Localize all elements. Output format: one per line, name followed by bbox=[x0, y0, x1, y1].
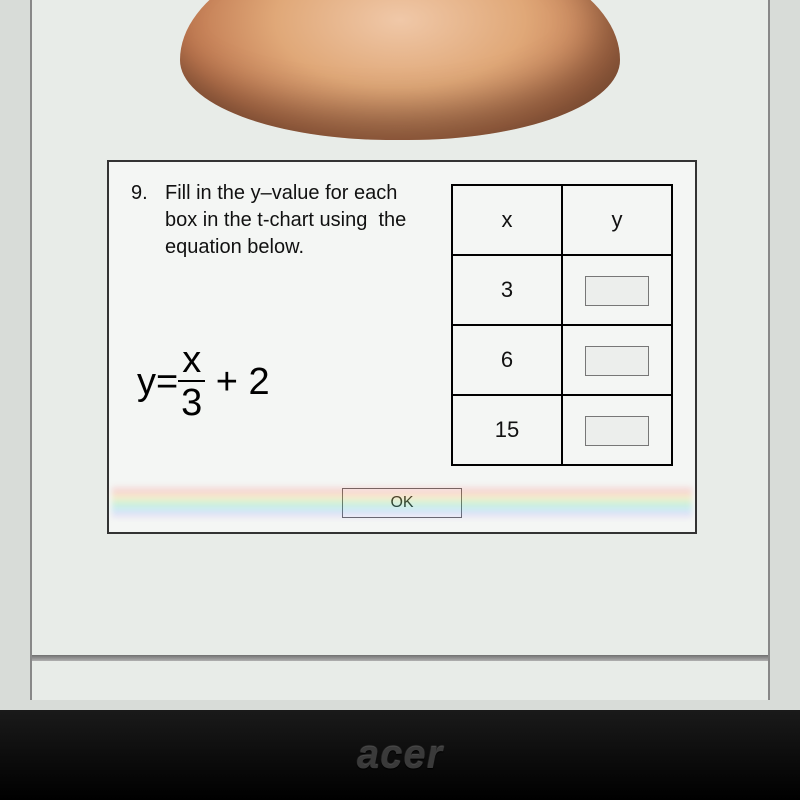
cell-x: 6 bbox=[452, 325, 562, 395]
table-row: 6 bbox=[452, 325, 672, 395]
equation-lhs: y= bbox=[137, 361, 178, 403]
equation: y=x3 + 2 bbox=[137, 341, 431, 422]
fraction-denominator: 3 bbox=[178, 382, 205, 422]
table-row: 3 bbox=[452, 255, 672, 325]
question-header: 9. Fill in the y–value for each box in t… bbox=[131, 180, 431, 261]
header-x: x bbox=[452, 185, 562, 255]
dialog-content: 9. Fill in the y–value for each box in t… bbox=[131, 180, 673, 466]
t-chart-table: x y 3 6 15 bbox=[451, 184, 673, 466]
cell-x: 3 bbox=[452, 255, 562, 325]
brand-logo: acer bbox=[357, 733, 443, 778]
cell-y bbox=[562, 255, 672, 325]
laptop-bezel: acer bbox=[0, 710, 800, 800]
equation-rhs: + 2 bbox=[205, 361, 269, 403]
question-left-column: 9. Fill in the y–value for each box in t… bbox=[131, 180, 431, 422]
y-input-2[interactable] bbox=[585, 416, 649, 446]
y-input-1[interactable] bbox=[585, 346, 649, 376]
cell-x: 15 bbox=[452, 395, 562, 465]
cell-y bbox=[562, 325, 672, 395]
table-row: 15 bbox=[452, 395, 672, 465]
question-dialog: 9. Fill in the y–value for each box in t… bbox=[107, 160, 697, 534]
dialog-actions: OK bbox=[131, 488, 673, 518]
screen-divider bbox=[32, 655, 768, 661]
y-input-0[interactable] bbox=[585, 276, 649, 306]
header-y: y bbox=[562, 185, 672, 255]
equation-fraction: x3 bbox=[178, 341, 205, 422]
cell-y bbox=[562, 395, 672, 465]
ok-button[interactable]: OK bbox=[342, 488, 462, 518]
question-number: 9. bbox=[131, 180, 157, 207]
table-header-row: x y bbox=[452, 185, 672, 255]
fraction-numerator: x bbox=[178, 341, 205, 382]
question-text: Fill in the y–value for each box in the … bbox=[165, 180, 431, 261]
